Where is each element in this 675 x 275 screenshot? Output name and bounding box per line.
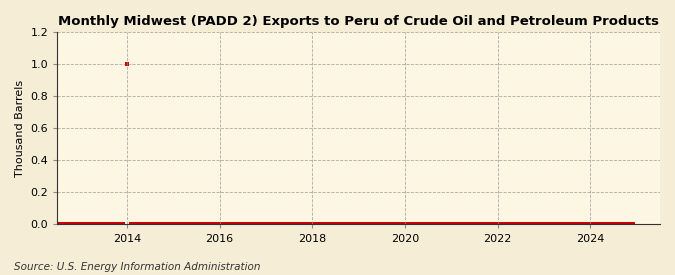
Title: Monthly Midwest (PADD 2) Exports to Peru of Crude Oil and Petroleum Products: Monthly Midwest (PADD 2) Exports to Peru…: [58, 15, 659, 28]
Y-axis label: Thousand Barrels: Thousand Barrels: [15, 80, 25, 177]
Text: Source: U.S. Energy Information Administration: Source: U.S. Energy Information Administ…: [14, 262, 260, 272]
